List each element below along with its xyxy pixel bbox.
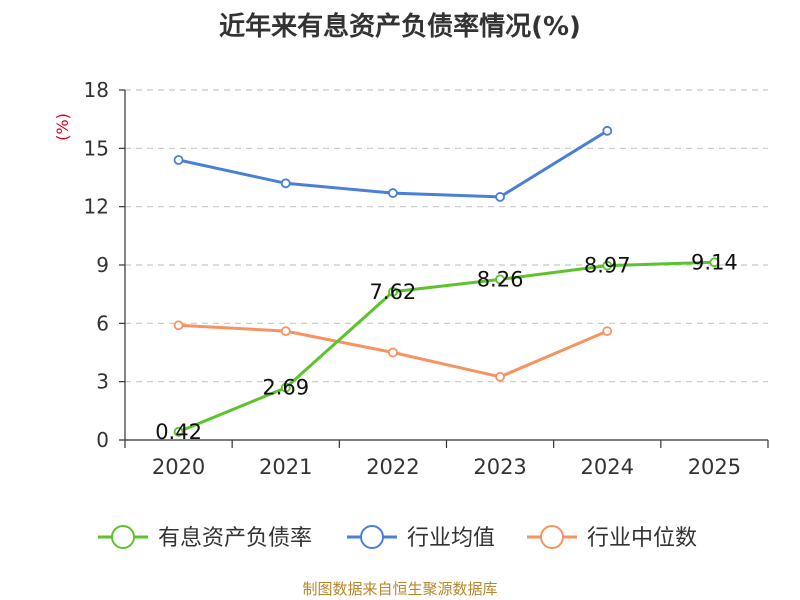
data-point[interactable] xyxy=(602,260,613,271)
x-tick-label: 2020 xyxy=(152,455,205,479)
legend-marker xyxy=(540,525,564,549)
data-point[interactable] xyxy=(388,347,398,358)
legend-marker xyxy=(360,525,384,549)
data-point[interactable] xyxy=(709,257,720,268)
y-tick-label: 12 xyxy=(84,195,109,219)
data-point[interactable] xyxy=(173,155,184,165)
legend-marker xyxy=(111,525,135,549)
x-tick-label: 2023 xyxy=(473,455,526,479)
data-point[interactable] xyxy=(495,192,505,202)
data-labels: 0.42 2.69 7.62 8.26 8.97 9.14 xyxy=(155,250,738,444)
legend-item-1[interactable]: 行业均值 xyxy=(347,525,495,551)
series-group xyxy=(173,125,720,437)
data-point[interactable] xyxy=(495,371,505,382)
data-point[interactable] xyxy=(173,426,184,437)
legend-item-2[interactable]: 行业中位数 xyxy=(527,525,697,551)
legend-label: 行业均值 xyxy=(407,526,495,551)
chart-title: 近年来有息资产负债率情况(%) xyxy=(219,12,581,42)
data-label: 2.69 xyxy=(262,376,309,400)
data-point[interactable] xyxy=(173,320,184,331)
y-tick-label: 15 xyxy=(84,136,109,160)
legend[interactable]: 有息资产负债率 行业均值 行业中位数 xyxy=(98,525,697,551)
legend-label: 有息资产负债率 xyxy=(158,526,312,551)
y-tick-label: 3 xyxy=(96,370,109,394)
series-line-1 xyxy=(178,129,609,199)
x-tick-label: 2024 xyxy=(581,455,634,479)
data-label: 8.26 xyxy=(477,267,524,291)
data-point[interactable] xyxy=(388,188,398,198)
source-note: 制图数据来自恒生聚源数据库 xyxy=(302,580,498,598)
x-tick-label: 2025 xyxy=(688,455,741,479)
data-label: 7.62 xyxy=(370,280,417,304)
y-tick-label: 9 xyxy=(96,253,109,277)
data-label: 0.42 xyxy=(155,420,202,444)
y-axis-label: (%) xyxy=(53,113,72,141)
axes: 0 3 6 9 12 15 18 (%) 2020 2021 2022 2023 2024 2025 xyxy=(53,78,769,479)
data-label: 9.14 xyxy=(691,250,738,274)
data-label: 8.97 xyxy=(584,254,631,278)
data-point[interactable] xyxy=(602,326,613,337)
data-point[interactable] xyxy=(495,274,505,285)
y-tick-label: 0 xyxy=(96,428,109,452)
legend-item-0[interactable]: 有息资产负债率 xyxy=(98,525,312,551)
data-point[interactable] xyxy=(280,382,291,393)
data-point[interactable] xyxy=(388,286,398,297)
y-tick-label: 18 xyxy=(84,78,109,102)
series-line-0 xyxy=(178,260,715,434)
y-tick-label: 6 xyxy=(96,311,109,335)
data-point[interactable] xyxy=(280,178,291,189)
data-point[interactable] xyxy=(280,326,291,337)
data-point[interactable] xyxy=(602,125,613,136)
grid-lines xyxy=(125,89,768,383)
legend-label: 行业中位数 xyxy=(587,526,697,551)
x-tick-label: 2021 xyxy=(259,455,312,479)
x-tick-label: 2022 xyxy=(366,455,419,479)
